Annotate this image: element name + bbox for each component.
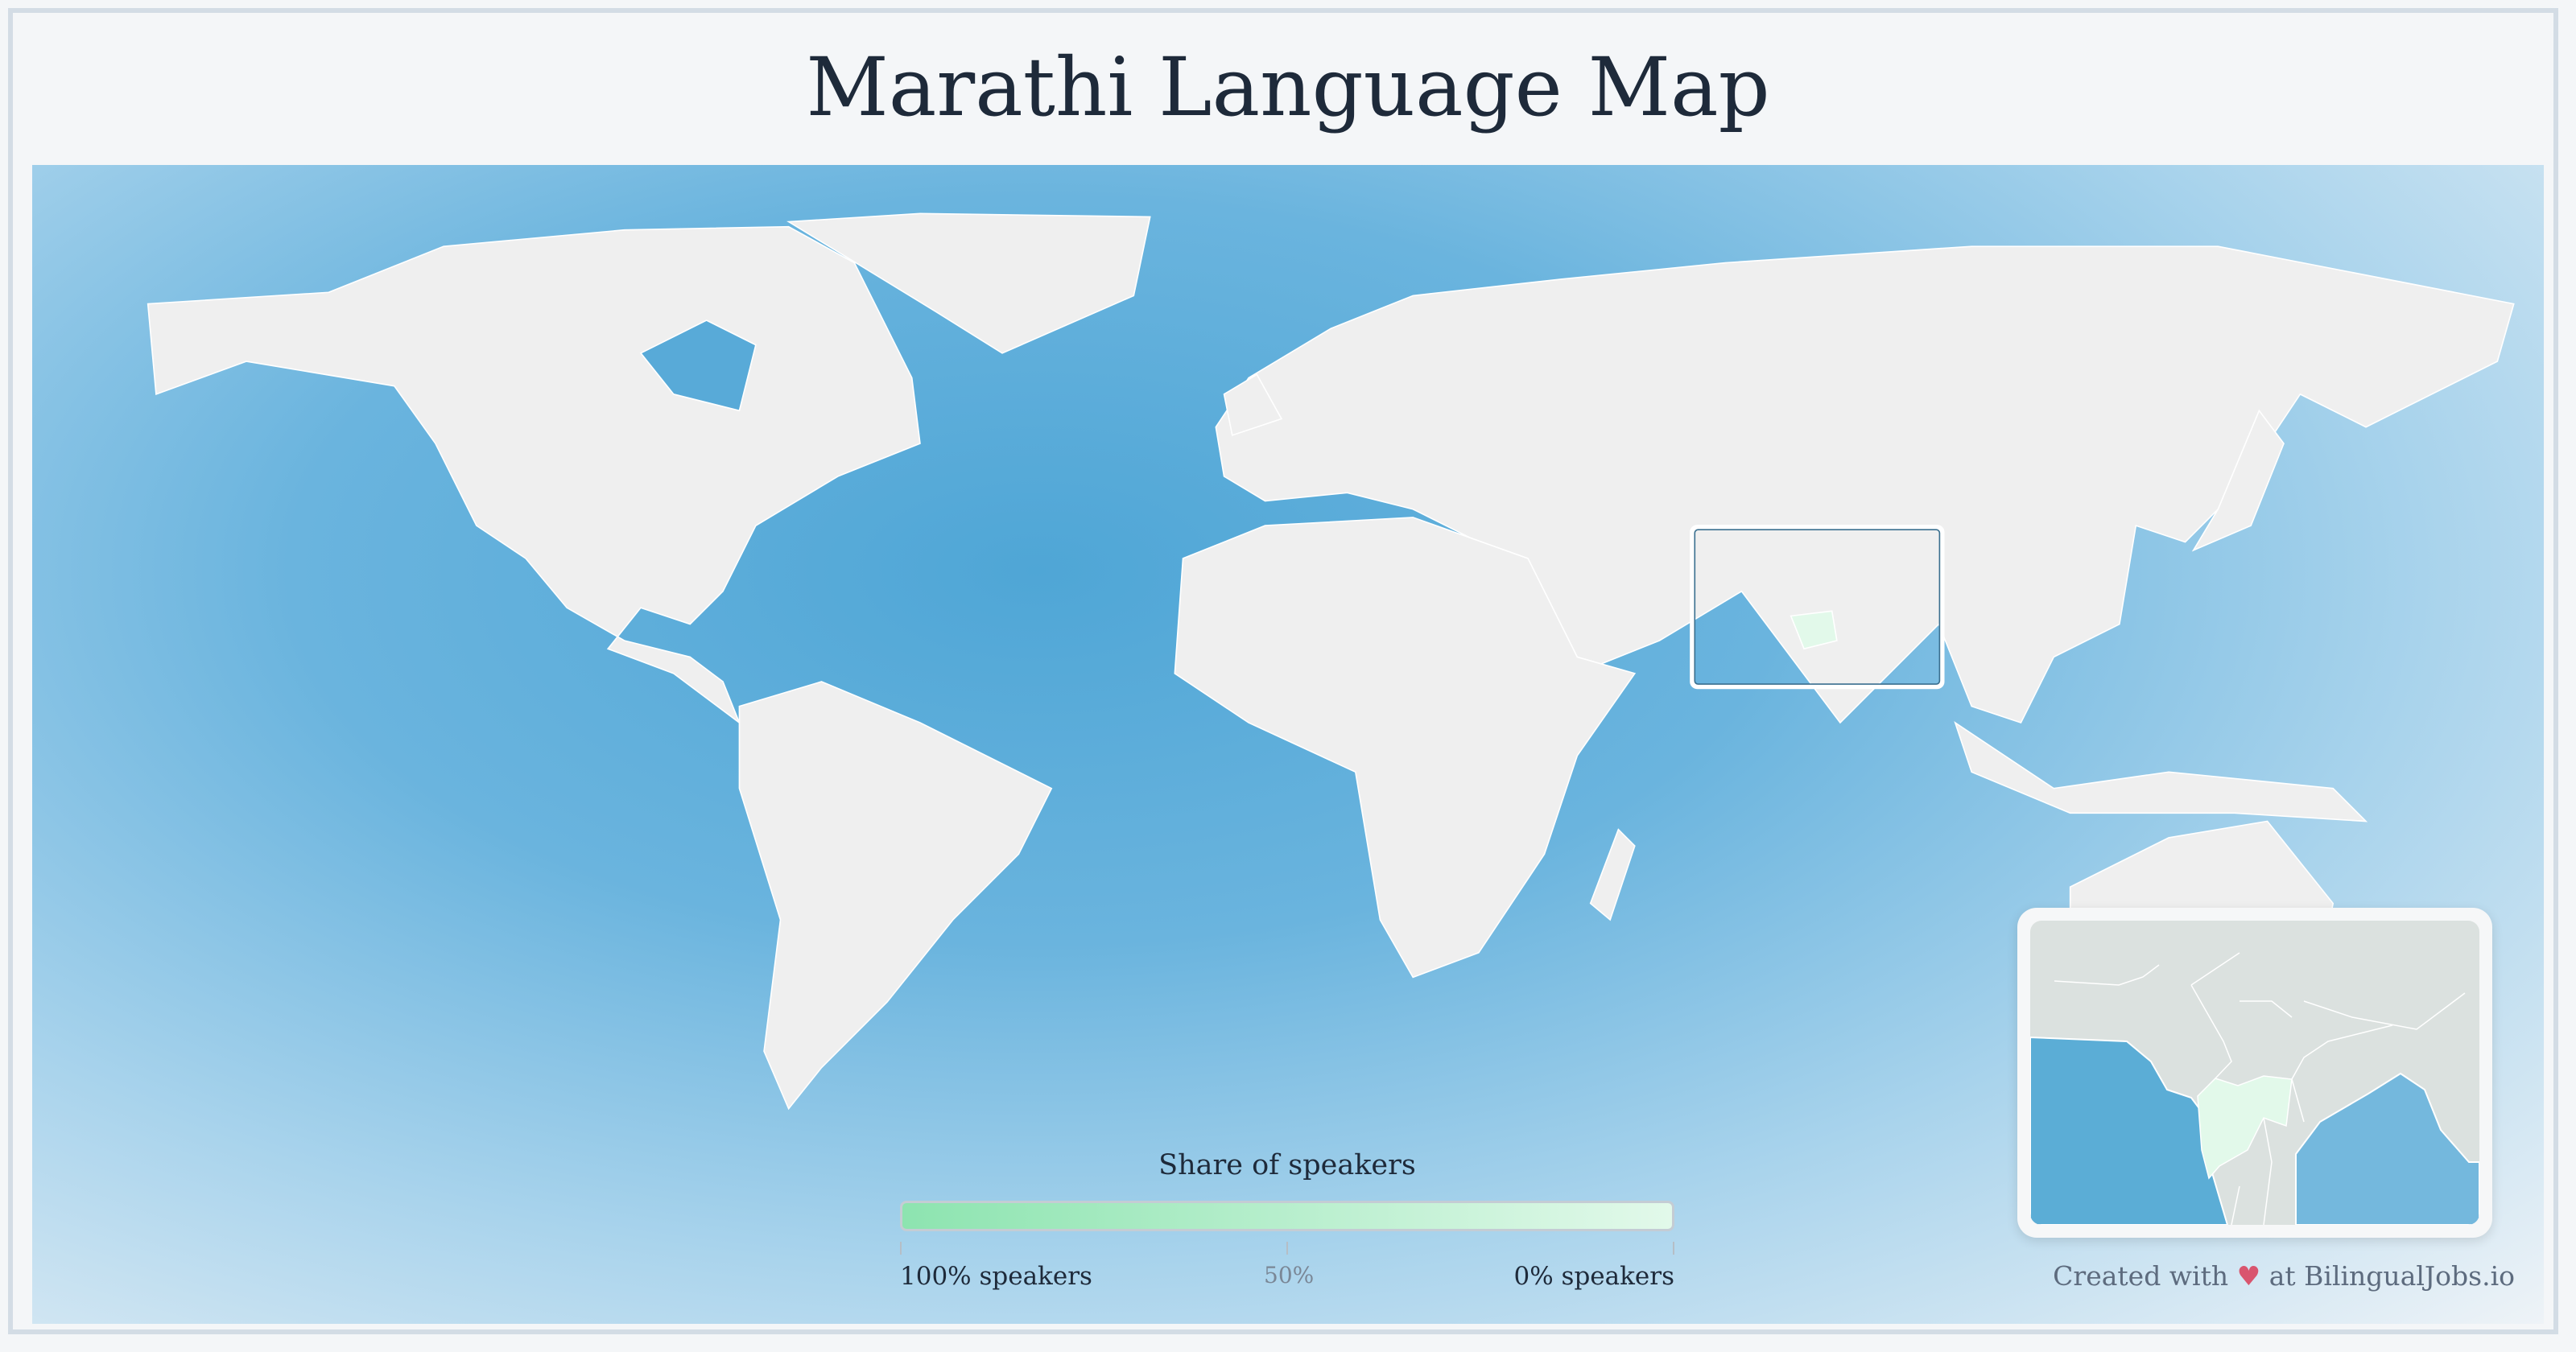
legend-title: Share of speakers — [1158, 1149, 1416, 1181]
heart-icon: ♥ — [2236, 1260, 2261, 1292]
legend-tick-min — [900, 1242, 902, 1255]
hudson-bay — [639, 319, 757, 412]
india-zoom-outline — [1690, 525, 1945, 690]
legend-tick-mid — [1286, 1242, 1288, 1255]
south-america — [738, 681, 1053, 1111]
legend-min-label: 100% speakers — [900, 1262, 1092, 1291]
bay-of-bengal — [2295, 1072, 2479, 1225]
india-inset-map[interactable] — [2017, 908, 2492, 1238]
legend-color-scale — [900, 1201, 1674, 1231]
uk — [1223, 373, 1283, 436]
credit-prefix: Created with — [2053, 1260, 2229, 1292]
greenland — [786, 212, 1151, 354]
north-america — [147, 225, 921, 725]
page-frame — [8, 8, 2558, 1334]
indonesia — [1954, 721, 2368, 822]
africa — [1174, 517, 1637, 979]
legend-max-label: 0% speakers — [1513, 1262, 1674, 1291]
credit-line[interactable]: Created with ♥ at BilingualJobs.io — [2053, 1260, 2515, 1292]
page-title: Marathi Language Map — [806, 40, 1770, 134]
legend-mid-label: 50% — [1264, 1262, 1315, 1288]
maharashtra-highlight — [1790, 610, 1838, 650]
maharashtra-region — [2197, 1075, 2293, 1180]
credit-link[interactable]: at BilingualJobs.io — [2268, 1260, 2515, 1292]
arabian-sea — [2030, 1036, 2229, 1225]
legend-tick-max — [1673, 1242, 1674, 1255]
japan — [2191, 409, 2285, 552]
madagascar — [1589, 828, 1636, 921]
